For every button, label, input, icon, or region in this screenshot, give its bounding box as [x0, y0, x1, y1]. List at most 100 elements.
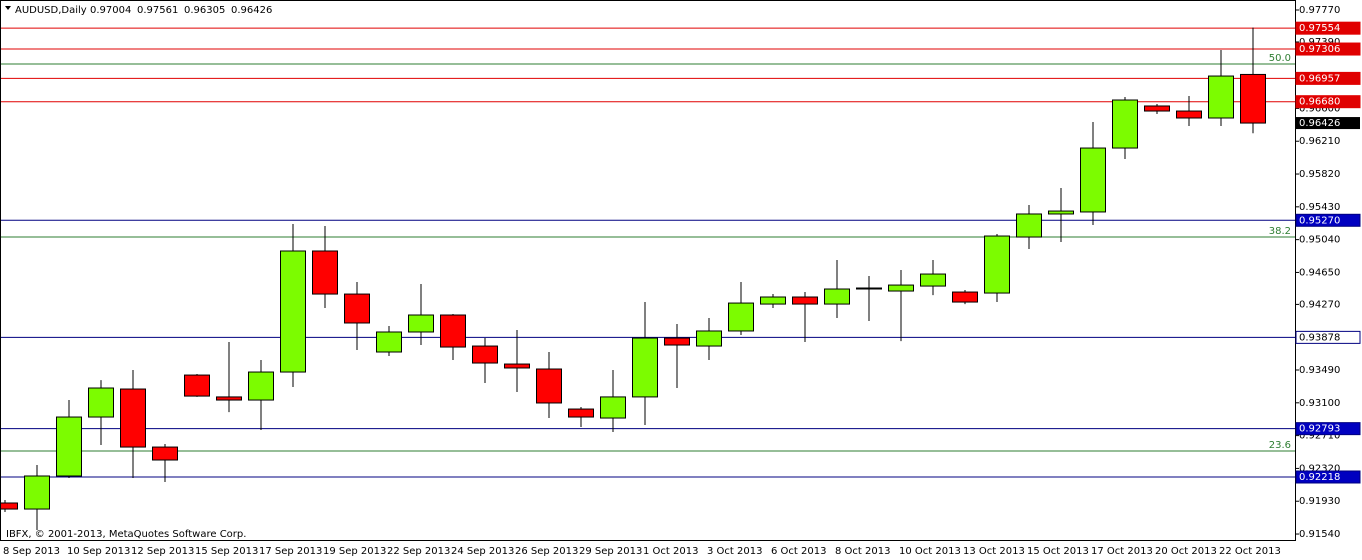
level-label-bg [1295, 470, 1361, 484]
y-tick-label: 0.94650 [1299, 267, 1340, 278]
level-label-bg [1295, 95, 1361, 109]
y-tick-label: 0.95820 [1299, 169, 1340, 180]
y-tick-label: 0.95430 [1299, 202, 1340, 213]
y-tick-label: 0.97770 [1299, 5, 1340, 16]
candle-body [792, 296, 818, 305]
candle-body [856, 287, 882, 290]
x-tick-label: 12 Sep 2013 [131, 546, 194, 557]
y-tick-label: 0.93100 [1299, 398, 1340, 409]
level-label-bg [1295, 213, 1361, 227]
ohlc-value: 0.96305 [184, 5, 225, 16]
x-tick-label: 24 Sep 2013 [451, 546, 514, 557]
y-tick-label: 0.91540 [1299, 529, 1340, 540]
candle-body [472, 345, 498, 364]
x-tick-label: 26 Sep 2013 [515, 546, 578, 557]
ohlc-value: 0.97561 [137, 5, 178, 16]
candle-body [280, 250, 306, 373]
candle-body [952, 291, 978, 303]
x-tick-label: 10 Oct 2013 [899, 546, 961, 557]
y-tick-label: 0.97390 [1299, 37, 1340, 48]
level-label-bg [1295, 422, 1361, 436]
fib-label: 23.6 [1269, 440, 1291, 451]
fib-label: 38.2 [1269, 226, 1291, 237]
level-label-bg [1295, 330, 1361, 344]
level-label: 0.95270 [1299, 215, 1340, 226]
candle-body [312, 250, 338, 295]
candle-body [1144, 105, 1170, 112]
candle-body [600, 396, 626, 419]
candle-body [728, 302, 754, 332]
x-tick-label: 15 Oct 2013 [1027, 546, 1089, 557]
ohlc-value: 0.96426 [231, 5, 272, 16]
x-tick-label: 19 Sep 2013 [323, 546, 386, 557]
candle-body [152, 446, 178, 461]
candle-body [1112, 99, 1138, 149]
y-tick-label: 0.91930 [1299, 496, 1340, 507]
copyright: IBFX, © 2001-2013, MetaQuotes Software C… [6, 529, 246, 540]
level-label-bg [1295, 71, 1361, 85]
x-tick-label: 22 Oct 2013 [1219, 546, 1281, 557]
ohlc-value: 0.97004 [90, 5, 131, 16]
candle-body [1016, 213, 1042, 238]
candle-body [504, 363, 530, 369]
x-tick-label: 17 Oct 2013 [1091, 546, 1153, 557]
candle-body [824, 288, 850, 305]
candle-body [760, 296, 786, 305]
level-label: 0.97306 [1299, 44, 1340, 55]
plot-frame [0, 0, 1296, 541]
menu-arrow[interactable] [5, 6, 11, 10]
x-tick-label: 17 Sep 2013 [259, 546, 322, 557]
candle-body [248, 371, 274, 401]
y-tick-label: 0.95040 [1299, 235, 1340, 246]
y-tick-label: 0.96600 [1299, 103, 1340, 114]
x-tick-label: 1 Oct 2013 [643, 546, 698, 557]
x-tick-label: 15 Sep 2013 [195, 546, 258, 557]
y-tick-label: 0.92320 [1299, 463, 1340, 474]
ohlc-header: 0.97004 0.97561 0.96305 0.96426 [90, 5, 272, 16]
candle-body [88, 387, 114, 418]
candle-body [376, 331, 402, 353]
x-tick-label: 29 Sep 2013 [579, 546, 642, 557]
level-label: 0.97554 [1299, 23, 1340, 34]
level-label: 0.96957 [1299, 73, 1340, 84]
candle-body [0, 502, 18, 510]
y-tick-label: 0.96210 [1299, 136, 1340, 147]
fib-label: 50.0 [1269, 53, 1291, 64]
candle-body [216, 396, 242, 401]
x-tick-label: 20 Oct 2013 [1155, 546, 1217, 557]
candle-body [632, 337, 658, 398]
candle-body [1048, 210, 1074, 215]
x-tick-label: 13 Oct 2013 [963, 546, 1025, 557]
level-label: 0.96680 [1299, 97, 1340, 108]
y-tick-label: 0.92710 [1299, 431, 1340, 442]
x-tick-label: 22 Sep 2013 [387, 546, 450, 557]
y-tick-label: 0.93490 [1299, 365, 1340, 376]
candle-body [568, 408, 594, 418]
y-tick-label: 0.94270 [1299, 299, 1340, 310]
candle-body [984, 235, 1010, 294]
candle-body [24, 475, 50, 510]
candle-body [120, 388, 146, 448]
candle-body [696, 330, 722, 347]
x-tick-label: 10 Sep 2013 [67, 546, 130, 557]
candle-body [184, 374, 210, 397]
x-tick-label: 8 Oct 2013 [835, 546, 890, 557]
candle-body [1208, 75, 1234, 119]
candle-body [1080, 147, 1106, 213]
level-label: 0.92793 [1299, 424, 1340, 435]
price-label: 0.96426 [1299, 118, 1340, 129]
candle-body [1240, 73, 1266, 124]
price-label-bg [1296, 117, 1360, 130]
level-label: 0.93878 [1299, 332, 1340, 343]
plot-area: 50.0 38.2 23.6 [0, 27, 1295, 530]
x-tick-label: 6 Oct 2013 [771, 546, 826, 557]
candle-body [920, 273, 946, 287]
chart-title: AUDUSD,Daily [15, 5, 87, 16]
candle-body [664, 337, 690, 346]
x-tick-label: 8 Sep 2013 [3, 546, 60, 557]
candle-body [1176, 110, 1202, 119]
candle-body [408, 314, 434, 333]
candle-body [888, 284, 914, 292]
level-label: 0.92218 [1299, 472, 1340, 483]
